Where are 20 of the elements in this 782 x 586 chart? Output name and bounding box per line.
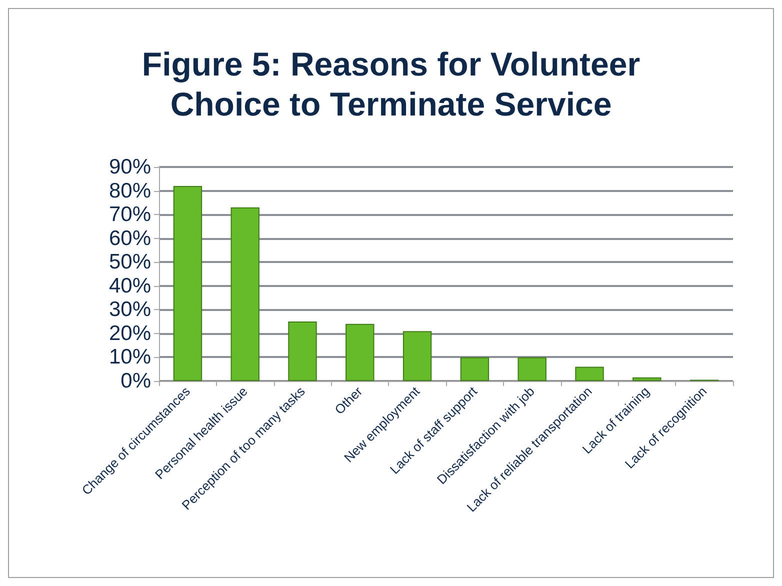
bar [346, 324, 374, 381]
chart-title: Figure 5: Reasons for Volunteer Choice to Terminate Service [142, 46, 640, 122]
y-tick-label: 10% [108, 346, 151, 369]
bar [288, 322, 317, 381]
bar [518, 357, 546, 381]
y-tick-label: 0% [120, 370, 151, 392]
bar [575, 366, 604, 381]
y-tick-label: 70% [108, 203, 151, 226]
y-tick-label: 50% [108, 250, 151, 274]
y-tick-label: 20% [108, 322, 151, 345]
bar [460, 357, 490, 381]
bar [402, 331, 432, 381]
bar [173, 186, 202, 381]
y-tick-label: 90% [108, 156, 151, 178]
bar [632, 377, 662, 381]
y-tick-label: 80% [108, 179, 151, 202]
y-tick-label: 60% [108, 226, 151, 250]
bar [230, 207, 260, 381]
y-tick-label: 30% [108, 298, 151, 322]
y-tick-label: 40% [108, 274, 151, 298]
